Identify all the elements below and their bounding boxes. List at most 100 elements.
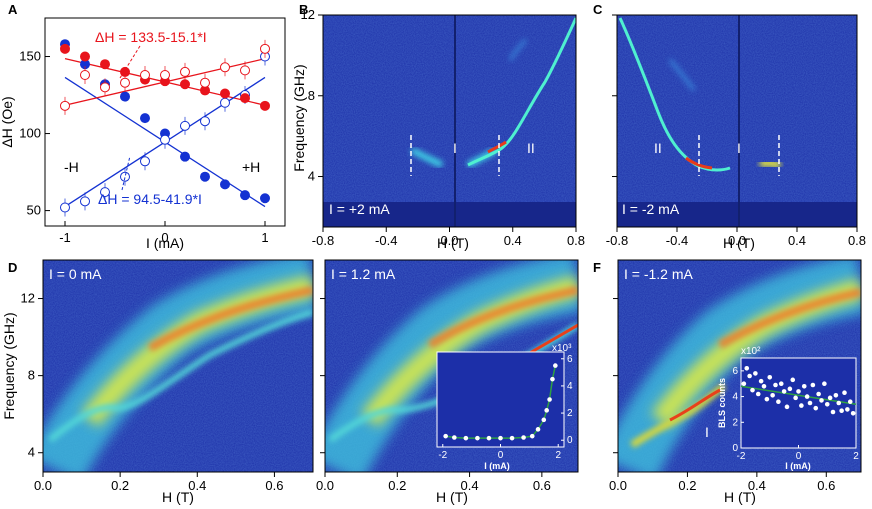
f-inset-x-tick-label: 2	[853, 451, 859, 462]
panel-e-frame	[324, 259, 579, 473]
panel-a-point	[200, 77, 210, 88]
panel-a-point	[80, 196, 90, 207]
f-inset-point	[801, 383, 807, 389]
panel-b-mode-left	[410, 147, 444, 168]
panel-c-x-tick-label: 0.8	[848, 233, 866, 248]
f-inset-point	[827, 395, 833, 401]
panel-d-band-peak	[148, 286, 313, 352]
panel-d-y-tick-label: 8	[28, 368, 35, 383]
e-inset-point	[541, 417, 547, 423]
panel-b-x-tick-label: 0.8	[567, 233, 585, 248]
panel-a-point	[240, 65, 250, 76]
f-inset-point	[845, 407, 850, 412]
e-inset-point	[521, 435, 526, 440]
f-inset-point	[753, 371, 758, 376]
e-inset-x-tick-label: -2	[438, 450, 447, 461]
e-inset-y-tick-label: 6	[567, 354, 573, 365]
panel-f-frame	[617, 259, 862, 473]
panel-b-region-i: I	[453, 140, 457, 156]
panel-a-point	[100, 59, 110, 70]
f-inset-point	[767, 374, 773, 380]
e-inset-point	[509, 435, 515, 441]
e-inset-point	[544, 408, 549, 413]
f-inset-point	[810, 382, 816, 388]
e-inset-point	[498, 435, 503, 441]
panel-a-point	[60, 100, 70, 111]
panel-c-region-ii: II	[654, 140, 662, 156]
panel-f-x-axis-label: H (T)	[724, 489, 756, 505]
panel-letter-c: C	[593, 2, 603, 17]
f-inset-point	[793, 395, 798, 401]
panel-a-point	[100, 82, 110, 93]
panel-b-y-tick-label: 8	[308, 88, 315, 103]
panel-a-x-tick-label: -1	[59, 230, 71, 245]
f-inset-point	[755, 391, 761, 397]
panel-c-x-tick-label: 0.0	[728, 233, 746, 248]
f-inset-point	[761, 383, 767, 389]
panel-a-point	[120, 77, 130, 88]
f-inset-point	[804, 394, 810, 399]
e-inset-x-tick-label: 2	[555, 450, 561, 461]
panel-b-noise	[323, 15, 576, 227]
panel-c-ticks: -0.8 -0.4 0.0 0.4 0.8	[606, 14, 866, 248]
f-inset-point	[819, 398, 824, 403]
panel-f-inset-y-label: BLS counts	[717, 378, 727, 428]
panel-e-inset-points	[443, 363, 558, 441]
panel-b-x-axis-label: H (T)	[437, 235, 469, 251]
panel-e-ticks: 0.0 0.2 0.4 0.6	[316, 298, 551, 493]
panel-a-point	[220, 88, 230, 99]
panel-c-x-tick-label: 0.4	[788, 233, 806, 248]
panel-c-x-axis-label: H (T)	[723, 235, 755, 251]
panel-a-point	[260, 100, 270, 111]
f-inset-point	[790, 377, 796, 383]
panel-f-x-tick-label: 0.2	[678, 478, 696, 493]
f-inset-point	[816, 391, 821, 397]
panel-f-region-i: I	[705, 424, 709, 440]
panel-c-mode-peak	[685, 156, 713, 170]
f-inset-point	[758, 378, 764, 384]
f-inset-point	[842, 390, 847, 396]
f-inset-point	[773, 382, 778, 388]
panel-c-lowband	[617, 202, 857, 227]
panel-d-ticks: 0.0 0.2 0.4 0.6 4 8 12	[21, 291, 284, 493]
e-inset-point	[486, 435, 492, 441]
panel-a-blue-arrow	[121, 155, 131, 191]
e-inset-point	[553, 363, 558, 368]
panel-a-red-fit-label: ΔH = 133.5-15.1*I	[95, 29, 207, 45]
panel-f-lower-mode-peak	[669, 388, 721, 422]
f-inset-point	[778, 381, 784, 387]
f-inset-point	[750, 387, 755, 393]
e-inset-point	[529, 433, 535, 439]
panel-a-point	[220, 62, 230, 73]
panel-d-x-tick-label: 0.2	[111, 478, 129, 493]
panel-a-point	[140, 156, 150, 167]
panel-b-y-tick-label: 12	[301, 7, 315, 22]
panel-a-point	[80, 70, 90, 81]
panel-a-point	[100, 187, 110, 198]
panel-b-faint-mode	[508, 38, 528, 61]
panel-a-y-axis-label: ΔH (Oe)	[0, 96, 15, 147]
panel-a-points	[60, 39, 270, 217]
f-inset-point	[822, 381, 827, 387]
f-inset-point	[764, 396, 770, 402]
panel-a-point	[120, 91, 130, 102]
panel-a-red-arrow	[119, 45, 141, 79]
e-inset-y-tick-label: 4	[567, 381, 573, 392]
panel-d-lower-mode	[48, 309, 313, 443]
panel-b-current-label: I = +2 mA	[329, 201, 390, 217]
panel-d-frame	[42, 259, 314, 473]
panel-a-point	[140, 70, 150, 81]
panel-f-x-tick-label: 0.0	[609, 478, 627, 493]
f-inset-x-tick-label: -2	[737, 451, 746, 462]
panel-a-point	[200, 116, 210, 127]
panel-a-point	[240, 93, 250, 104]
e-inset-point	[535, 427, 541, 432]
f-inset-point	[744, 365, 750, 371]
panel-d-x-tick-label: 0.6	[265, 478, 283, 493]
panel-a-plus-h-label: +H	[242, 159, 260, 175]
